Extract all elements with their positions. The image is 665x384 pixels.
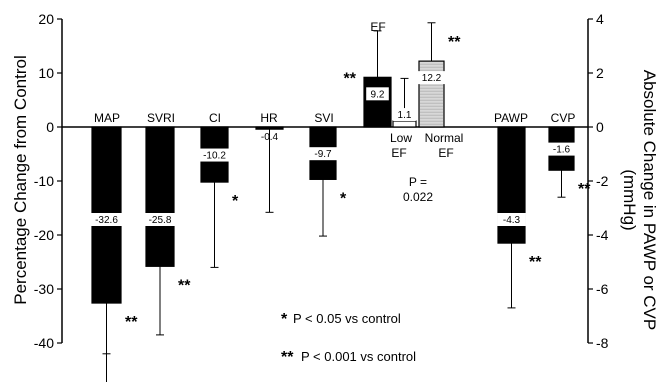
significance-stars: ** [178, 277, 191, 294]
value-label-box [497, 213, 526, 226]
y-axis-title-left: Percentage Change from Control [11, 55, 30, 304]
category-label: SVI [314, 111, 333, 125]
low-ef-label-line2: EF [391, 146, 406, 160]
low-ef-label-line1: Low [390, 131, 412, 145]
right-tick-label: -4 [596, 227, 609, 243]
left-tick-label: 20 [38, 11, 54, 27]
value-label-box [197, 148, 232, 162]
value-label: -10.2 [203, 151, 226, 162]
significance-stars: ** [578, 181, 591, 198]
value-label: 12.2 [422, 73, 442, 84]
right-tick-label: 2 [596, 65, 604, 81]
bar [363, 76, 392, 128]
value-label: -1.6 [553, 145, 571, 156]
value-label-box [547, 142, 576, 156]
significance-stars: ** [344, 70, 357, 87]
bar [145, 126, 175, 267]
ef-p-value-line1: P = [409, 175, 427, 189]
bar [392, 120, 417, 128]
left-tick-label: -40 [34, 335, 54, 351]
value-label: -0.4 [261, 132, 279, 143]
ef-p-value-line2: 0.022 [403, 190, 433, 204]
y-axis-unit-right: (mmHg) [620, 169, 639, 230]
category-label: MAP [94, 111, 120, 125]
legend-single-text: P < 0.05 vs control [293, 311, 401, 326]
legend-double-star: ** [281, 349, 294, 366]
value-label-box [89, 213, 124, 226]
left-tick-label: -20 [34, 227, 54, 243]
significance-stars: * [340, 190, 347, 207]
category-label: SVRI [147, 111, 175, 125]
left-tick-label: 10 [38, 65, 54, 81]
value-label-box [142, 213, 178, 226]
category-label: CI [209, 111, 221, 125]
left-tick-label: -10 [34, 173, 54, 189]
value-label: 1.1 [398, 110, 412, 121]
category-label: HR [260, 111, 278, 125]
significance-stars: ** [448, 34, 461, 51]
significance-stars: ** [125, 314, 138, 331]
left-tick-label: -30 [34, 281, 54, 297]
value-label: -25.8 [149, 215, 172, 226]
category-label: CVP [551, 111, 576, 125]
significance-stars: ** [529, 254, 542, 271]
value-label: -32.6 [95, 215, 118, 226]
right-tick-label: 0 [596, 119, 604, 135]
value-label-box [417, 71, 446, 85]
value-label-box [393, 108, 416, 122]
normal-ef-label-line1: Normal [425, 131, 464, 145]
value-label: -9.7 [314, 149, 332, 160]
bar [255, 126, 284, 130]
value-label-box [308, 147, 338, 161]
value-label: 9.2 [371, 89, 385, 100]
y-axis-title-right: Absolute Change in PAWP or CVP [640, 70, 659, 331]
legend-double-text: P < 0.001 vs control [301, 349, 416, 364]
normal-ef-label-line2: EF [438, 146, 453, 160]
category-label: PAWP [494, 111, 528, 125]
category-label: EF [370, 20, 385, 34]
right-tick-label: -2 [596, 173, 609, 189]
right-tick-label: -8 [596, 335, 609, 351]
right-tick-label: 4 [596, 11, 604, 27]
value-label-box [366, 87, 389, 101]
significance-stars: * [232, 193, 239, 210]
chart-marks: 20100-10-20-30-40420-2-4-6-8-32.6MAP**-2… [34, 11, 609, 382]
legend-single-star: * [281, 311, 288, 328]
value-label: -4.3 [503, 215, 521, 226]
left-tick-label: 0 [46, 119, 54, 135]
right-tick-label: -6 [596, 281, 609, 297]
